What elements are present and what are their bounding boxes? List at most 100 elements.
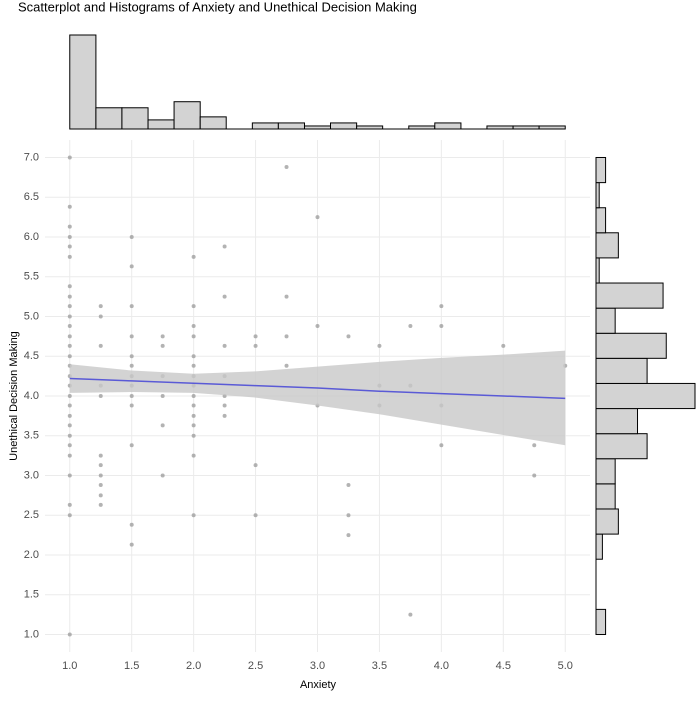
histogram-bar [277,122,305,130]
data-point [98,304,103,309]
data-point [191,304,196,309]
data-point [346,533,351,538]
histogram-bar [595,408,639,435]
data-point [129,234,134,239]
data-point [98,483,103,488]
histogram-bar [95,107,123,130]
histogram-bar [595,282,664,309]
y-tick-label: 3.0 [24,469,39,481]
data-point [129,403,134,408]
x-tick-label: 5.0 [558,660,573,672]
histogram-bar [486,125,514,130]
histogram-bar [595,483,616,510]
histogram-bar [408,125,436,130]
y-axis-label: Unethical Decision Making [8,331,20,461]
data-point [346,334,351,339]
data-point [315,324,320,329]
data-point [129,443,134,448]
data-point [160,423,165,428]
confidence-band [69,350,566,446]
data-point [191,363,196,368]
data-point [67,354,72,359]
data-point [129,542,134,547]
data-point [67,254,72,259]
y-tick-label: 7.0 [24,151,39,163]
data-point [67,502,72,507]
data-point [67,314,72,319]
data-point [67,324,72,329]
histogram-bar [595,382,696,410]
y-tick-label: 6.5 [24,191,39,203]
data-point [408,324,413,329]
histogram-bar [595,257,600,284]
histogram-bar [595,156,607,184]
data-point [160,394,165,398]
data-point [129,394,134,398]
histogram-bar [595,357,648,384]
data-point [222,343,227,348]
histogram-bar [173,101,201,130]
histogram-bar [595,307,616,334]
histogram-bar [434,122,462,130]
data-point [191,403,196,408]
data-point [98,314,103,319]
data-point [67,234,72,239]
histogram-bar [595,182,600,209]
data-point [284,334,289,339]
y-tick-label: 4.5 [24,350,39,362]
data-point [532,473,537,478]
histogram-bar [538,125,566,130]
histogram-bar [330,122,358,130]
data-point [129,522,134,527]
y-tick-label: 3.5 [24,430,39,442]
x-tick-label: 3.0 [310,660,325,672]
y-tick-label: 1.5 [24,589,39,601]
data-point [439,324,444,329]
data-point [160,343,165,348]
y-tick-label: 6.0 [24,231,39,243]
data-point [98,453,103,458]
regression-line [69,377,566,400]
data-point [98,473,103,478]
data-point [98,493,103,498]
x-tick-label: 2.0 [186,660,201,672]
histogram-bar [595,332,667,359]
y-tick-label: 2.0 [24,549,39,561]
data-point [501,343,506,348]
data-point [98,343,103,348]
data-point [67,413,72,418]
data-point [222,413,227,418]
data-point [439,443,444,448]
data-point [160,473,165,478]
histogram-bar [595,458,616,485]
histogram-bar [251,122,279,130]
data-point [253,513,258,518]
x-tick-label: 4.0 [434,660,449,672]
data-point [67,443,72,448]
histogram-bar [512,125,540,130]
data-point [67,343,72,348]
data-point [129,334,134,339]
data-point [377,343,382,348]
histogram-bar [595,207,607,234]
histogram-bar [121,107,149,130]
data-point [98,502,103,507]
data-point [532,443,537,448]
data-point [67,304,72,309]
histogram-bar [595,232,619,259]
data-point [191,354,196,359]
data-point [191,413,196,418]
histogram-bar [199,116,227,130]
data-point [98,394,103,398]
data-point [253,343,258,348]
chart-title: Scatterplot and Histograms of Anxiety an… [18,0,417,14]
data-point [67,294,72,299]
x-axis-label: Anxiety [300,679,337,691]
data-point [67,204,72,209]
data-point [191,334,196,339]
data-point [191,423,196,428]
histogram-bar [595,533,603,560]
data-point [284,165,289,170]
data-point [67,224,72,229]
